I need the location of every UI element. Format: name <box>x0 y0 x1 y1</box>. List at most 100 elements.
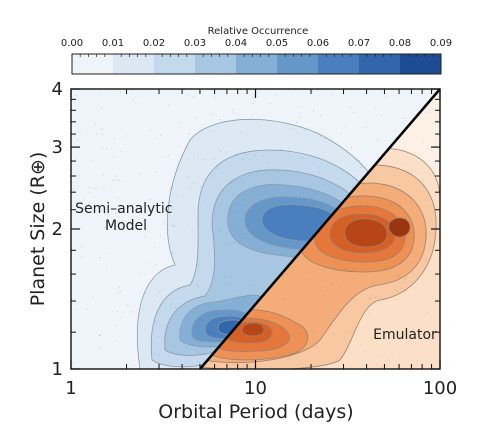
speckle-dot <box>337 178 340 180</box>
colorbar-swatch <box>318 54 360 74</box>
speckle-dot <box>251 245 253 247</box>
speckle-dot <box>344 125 346 127</box>
speckle-dot <box>202 295 204 297</box>
colorbar-label: Relative Occurrence <box>208 26 309 37</box>
speckle-dot <box>219 118 221 121</box>
colorbar-tick-label: 0.08 <box>389 38 411 49</box>
speckle-dot <box>390 204 392 206</box>
speckle-dot <box>99 334 101 336</box>
speckle-dot <box>286 211 288 214</box>
x-tick-label: 100 <box>423 378 457 399</box>
speckle-dot <box>119 286 121 289</box>
speckle-dot <box>185 346 187 348</box>
colorbar-swatch <box>277 54 319 74</box>
speckle-dot <box>381 129 383 131</box>
speckle-dot <box>236 211 238 213</box>
speckle-dot <box>423 141 425 143</box>
colorbar-swatches <box>72 54 442 74</box>
speckle-dot <box>285 304 287 306</box>
speckle-dot <box>424 232 426 234</box>
x-tick-label: 10 <box>244 378 267 399</box>
speckle-dot <box>370 260 373 262</box>
speckle-dot <box>104 213 106 215</box>
speckle-dot <box>366 203 368 205</box>
emulator-band-8 <box>388 217 411 238</box>
speckle-dot <box>211 309 214 311</box>
speckle-dot <box>305 271 307 273</box>
speckle-dot <box>142 309 144 311</box>
speckle-dot <box>175 307 177 309</box>
speckle-dot <box>300 112 302 114</box>
speckle-dot <box>292 200 295 203</box>
speckle-dot <box>88 203 90 205</box>
speckle-dot <box>89 191 91 193</box>
speckle-dot <box>331 283 333 285</box>
speckle-dot <box>318 132 320 134</box>
speckle-dot <box>299 116 301 118</box>
x-axis-label: Orbital Period (days) <box>158 401 353 423</box>
speckle-dot <box>281 253 283 255</box>
speckle-dot <box>225 242 227 244</box>
speckle-dot <box>340 133 342 135</box>
speckle-dot <box>402 117 404 119</box>
speckle-dot <box>280 148 282 150</box>
speckle-dot <box>160 234 162 236</box>
colorbar-swatch <box>113 54 155 74</box>
speckle-dot <box>358 159 360 162</box>
speckle-dot <box>76 308 78 310</box>
speckle-dot <box>237 295 239 297</box>
speckle-dot <box>365 126 367 128</box>
speckle-dot <box>313 109 315 111</box>
colorbar-swatch <box>154 54 196 74</box>
speckle-dot <box>323 255 325 257</box>
speckle-dot <box>159 135 162 137</box>
speckle-dot <box>132 98 134 101</box>
speckle-dot <box>287 358 289 360</box>
speckle-dot <box>154 246 156 248</box>
speckle-dot <box>210 113 212 115</box>
speckle-dot <box>330 92 332 94</box>
speckle-dot <box>169 189 171 191</box>
speckle-dot <box>324 137 326 140</box>
colorbar-tick-label: 0.04 <box>225 38 247 49</box>
speckle-dot <box>229 340 231 342</box>
speckle-dot <box>125 135 127 137</box>
speckle-dot <box>178 123 180 125</box>
emulator-band-7 <box>241 218 388 337</box>
colorbar-tick-label: 0.09 <box>430 38 452 49</box>
speckle-dot <box>232 227 234 229</box>
speckle-dot <box>369 298 371 300</box>
speckle-dot <box>303 192 305 194</box>
speckle-dot <box>195 117 197 119</box>
speckle-dot <box>236 330 238 332</box>
speckle-dot <box>201 272 203 274</box>
colorbar-tick-label: 0.03 <box>184 38 206 49</box>
speckle-dot <box>277 171 279 173</box>
colorbar-frame <box>71 53 442 75</box>
speckle-dot <box>287 219 289 221</box>
speckle-dot <box>321 269 323 271</box>
speckle-dot <box>100 94 102 96</box>
speckle-dot <box>248 174 250 177</box>
speckle-dot <box>114 340 116 342</box>
speckle-dot <box>297 209 299 211</box>
speckle-dot <box>376 364 378 366</box>
speckle-dot <box>83 197 85 199</box>
speckle-dot <box>106 147 108 149</box>
speckle-dot <box>210 130 212 132</box>
speckle-dot <box>396 290 398 292</box>
speckle-dot <box>150 129 152 131</box>
speckle-dot <box>180 354 182 356</box>
speckle-dot <box>429 243 431 245</box>
colorbar-tick-label: 0.07 <box>348 38 370 49</box>
speckle-dot <box>172 252 174 254</box>
speckle-dot <box>297 106 299 108</box>
speckle-dot <box>424 333 427 335</box>
speckle-dot <box>189 188 191 190</box>
speckle-dot <box>219 228 221 230</box>
speckle-dot <box>255 212 257 214</box>
speckle-dot <box>86 308 88 311</box>
speckle-dot <box>400 247 402 249</box>
speckle-dot <box>156 295 158 297</box>
speckle-dot <box>241 132 243 134</box>
